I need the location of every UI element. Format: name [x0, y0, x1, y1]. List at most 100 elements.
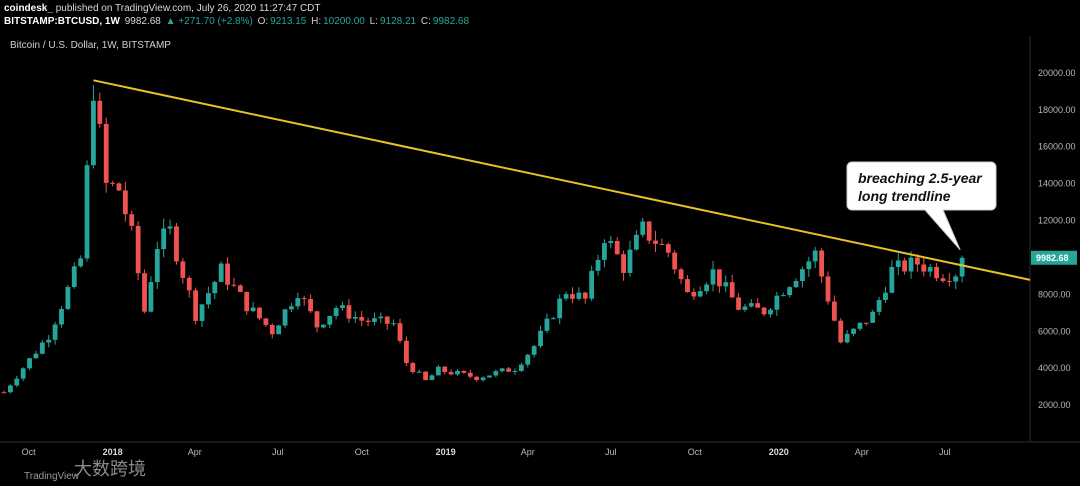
candle-body — [863, 322, 869, 324]
candle-body — [844, 333, 850, 343]
candle-body — [148, 282, 154, 312]
y-tick-label: 14000.00 — [1038, 179, 1076, 189]
candle-body — [97, 100, 103, 124]
candle-body — [621, 254, 626, 273]
candle-body — [544, 318, 550, 331]
candle-body — [499, 368, 505, 372]
candle-body — [289, 306, 294, 310]
candle-body — [934, 266, 939, 279]
candle-body — [346, 305, 352, 319]
candle-body — [870, 311, 876, 323]
candle-body — [787, 287, 793, 296]
candle-body — [595, 259, 601, 271]
candle-body — [154, 249, 160, 283]
trendline — [93, 79, 1031, 281]
candle-body — [672, 252, 678, 270]
publish-line: coindesk_ published on TradingView.com, … — [4, 3, 321, 14]
candle-body — [461, 370, 467, 373]
candle-body — [857, 322, 863, 329]
candle-body — [780, 295, 786, 297]
candle-body — [774, 295, 780, 310]
y-axis: 2000.00 4000.00 6000.00 8000.00 12000.00 1400… — [1038, 68, 1076, 410]
candle-body — [442, 366, 448, 373]
candle-body — [391, 323, 397, 325]
candle-body — [678, 269, 684, 280]
candle-body — [685, 279, 690, 292]
x-tick-label: Oct — [355, 447, 370, 457]
candle-body — [915, 257, 920, 265]
x-tick-label: Jul — [605, 447, 617, 457]
candle-body — [167, 226, 173, 229]
candle-body — [742, 306, 748, 310]
candle-body — [736, 297, 741, 310]
symbol-label: BITSTAMP:BTCUSD, 1W — [4, 16, 120, 27]
candle-body — [174, 226, 179, 262]
candle-body — [819, 250, 824, 277]
candle-body — [704, 284, 710, 292]
candle-body — [142, 273, 147, 312]
candle-body — [755, 303, 761, 308]
candle-body — [423, 371, 428, 381]
candle-body — [71, 266, 77, 287]
candle-body — [729, 282, 735, 298]
candle-body — [39, 342, 45, 354]
candle-body — [429, 375, 435, 381]
candle-body — [218, 263, 224, 282]
last-price-label: 9982.68 — [1036, 253, 1069, 263]
candle-body — [199, 304, 205, 321]
candle-body — [110, 182, 115, 184]
candle-body — [748, 303, 754, 307]
candle-body — [825, 276, 831, 302]
candles — [1, 84, 965, 394]
candle-body — [800, 269, 805, 282]
chart-title: Bitcoin / U.S. Dollar, 1W, BITSTAMP — [10, 40, 171, 51]
candle-body — [940, 278, 946, 281]
candle-body — [320, 324, 326, 328]
candle-body — [665, 244, 671, 253]
candle-body — [883, 292, 888, 300]
candle-body — [91, 100, 96, 166]
candle-body — [237, 285, 243, 292]
x-tick-label: Oct — [22, 447, 37, 457]
ohlc-line: BITSTAMP:BTCUSD, 1W 9982.68 ▲ +271.70 (+… — [4, 16, 469, 27]
candle-body — [563, 294, 569, 299]
x-axis: Oct 2018 Apr Jul Oct 2019 Apr Jul Oct 2020 Apr Jul — [22, 447, 951, 457]
candle-body — [314, 311, 320, 328]
x-tick-label: 2019 — [436, 447, 456, 457]
x-tick-label: 2020 — [769, 447, 789, 457]
candle-body — [65, 286, 71, 309]
high-label: H: — [311, 16, 322, 27]
annotation-line-1: breaching 2.5-year — [858, 170, 983, 186]
candle-body — [646, 221, 652, 241]
y-tick-label: 12000.00 — [1038, 216, 1076, 226]
candle-body — [653, 240, 658, 244]
candle-body — [448, 372, 454, 375]
candle-body — [602, 243, 607, 260]
x-tick-label: Apr — [855, 447, 869, 457]
x-tick-label: Apr — [188, 447, 202, 457]
candle-body — [1, 392, 7, 394]
candle-body — [467, 372, 473, 377]
candle-body — [557, 298, 563, 319]
candle-body — [27, 358, 32, 369]
published-text: published on TradingView.com, July 26, 2… — [55, 3, 321, 14]
candle-body — [455, 370, 460, 375]
candle-body — [493, 371, 499, 376]
candle-body — [831, 301, 837, 321]
candle-body — [538, 330, 543, 347]
candle-body — [889, 266, 895, 293]
candle-body — [359, 316, 365, 321]
candle-body — [806, 261, 812, 270]
candle-body — [959, 257, 965, 277]
y-tick-label: 4000.00 — [1038, 363, 1071, 373]
candle-body — [269, 324, 275, 335]
price-value: 9982.68 — [124, 16, 161, 27]
candle-body — [633, 234, 639, 250]
candle-body — [697, 291, 703, 297]
callout-bubble — [846, 161, 997, 251]
x-tick-label: Jul — [939, 447, 951, 457]
candle-body — [372, 318, 377, 322]
candle-body — [659, 243, 665, 245]
candle-body — [301, 298, 307, 300]
